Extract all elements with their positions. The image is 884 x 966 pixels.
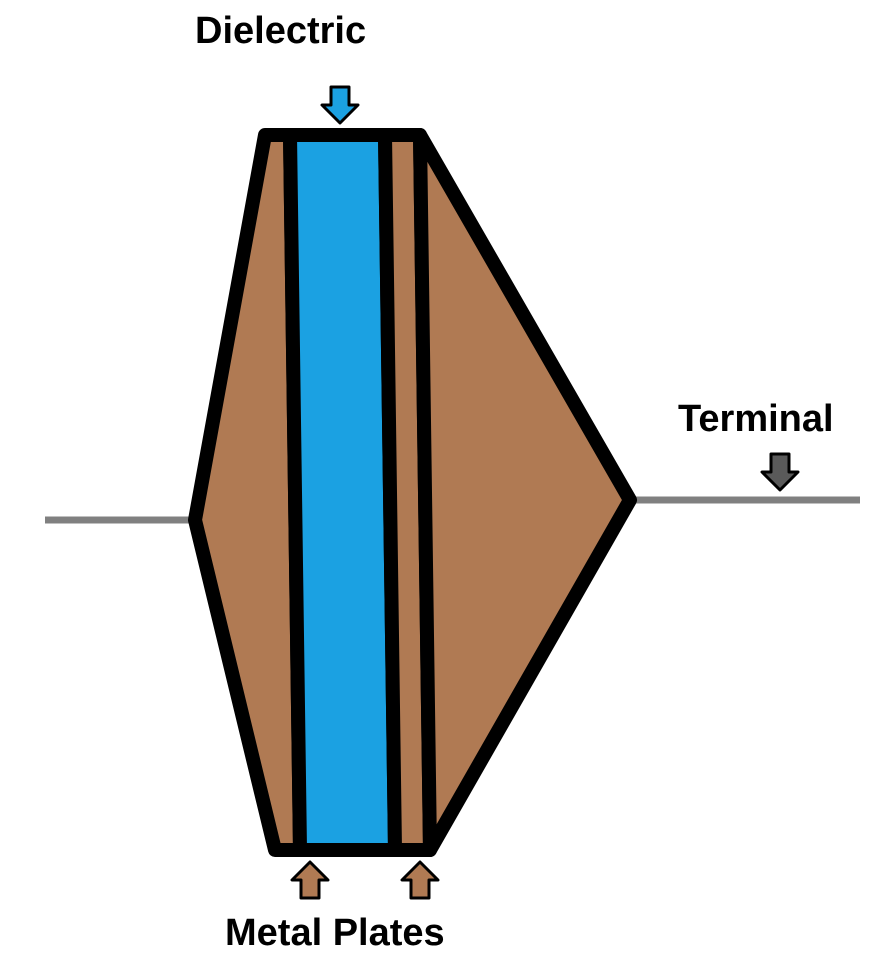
capacitor-diagram — [0, 0, 884, 966]
dielectric-arrow-icon — [322, 87, 358, 123]
metal-plate-arrow-right-icon — [402, 862, 438, 898]
terminal-arrow-icon — [762, 454, 798, 490]
dielectric-label: Dielectric — [195, 10, 366, 53]
metal-plates-label: Metal Plates — [225, 912, 445, 955]
metal-plate-arrow-left-icon — [292, 862, 328, 898]
terminal-label: Terminal — [678, 398, 834, 441]
